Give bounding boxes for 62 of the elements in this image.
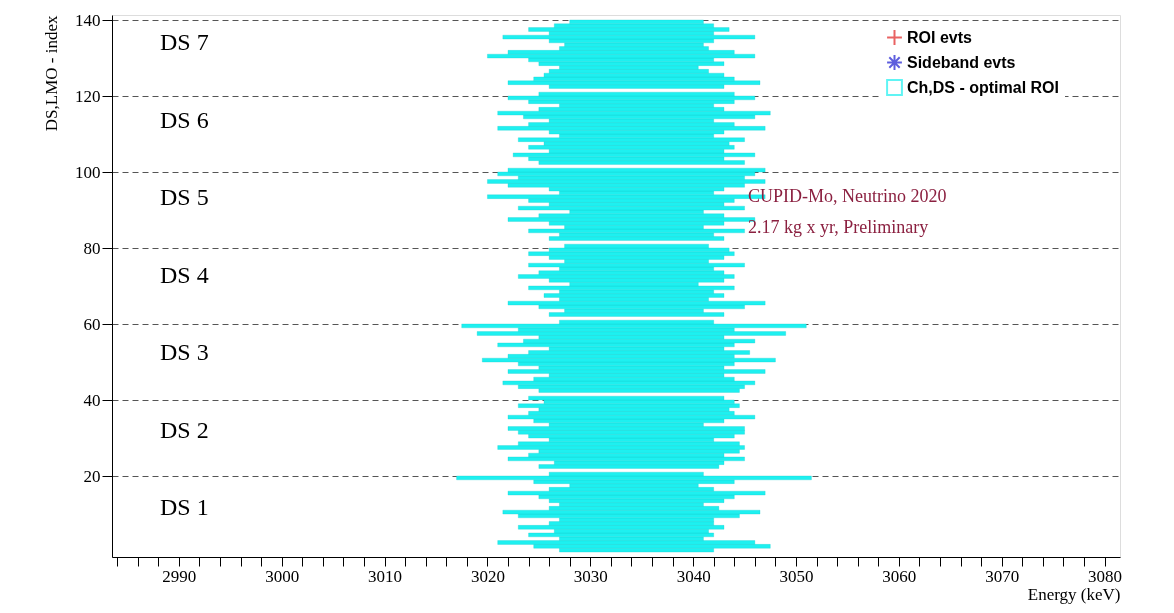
legend-label: ROI evts — [907, 28, 973, 46]
bar — [482, 358, 776, 363]
bar — [528, 145, 735, 150]
bar — [487, 54, 756, 59]
y-tick-label: 120 — [75, 86, 101, 106]
annotation: DS 2 — [160, 416, 209, 443]
bar — [548, 312, 725, 317]
x-tick-label: 3000 — [265, 566, 300, 586]
y-tick-label: 40 — [83, 390, 101, 410]
bar — [507, 369, 766, 374]
y-tick-label: 140 — [75, 10, 101, 30]
y-tick-label: 100 — [75, 162, 101, 182]
annotation: DS 7 — [160, 29, 209, 55]
bar — [502, 35, 756, 40]
bar — [528, 285, 735, 290]
x-tick-label: 3060 — [882, 566, 917, 586]
bar — [502, 510, 761, 515]
bar — [507, 217, 756, 222]
bar — [487, 179, 766, 184]
bar — [528, 263, 745, 268]
bar — [528, 251, 735, 256]
bar — [518, 403, 740, 408]
x-tick-label: 3080 — [1088, 566, 1123, 586]
y-axis-title: DS,LMO - index — [42, 15, 61, 132]
annotation: DS 6 — [160, 106, 209, 133]
bar — [497, 126, 766, 131]
bar — [518, 274, 735, 279]
annotation: DS 4 — [160, 261, 209, 288]
x-tick-label: 3040 — [676, 566, 711, 586]
bar — [518, 137, 745, 142]
annotation: DS 1 — [160, 494, 209, 520]
x-axis-title: Energy (keV) — [1027, 584, 1121, 604]
bar — [518, 206, 745, 211]
x-tick-label: 3020 — [470, 566, 505, 586]
bar — [528, 27, 730, 32]
legend-label: Sideband evts — [907, 53, 1016, 71]
annotation: CUPID-Mo, Neutrino 2020 — [748, 186, 947, 206]
bar — [507, 80, 761, 85]
x-tick-label: 3070 — [985, 566, 1020, 586]
x-tick-label: 3030 — [573, 566, 608, 586]
bar — [497, 111, 771, 116]
bar — [456, 475, 812, 480]
y-tick-label: 20 — [83, 466, 101, 486]
annotation: 2.17 kg x yr, Preliminary — [748, 217, 929, 237]
annotation: DS 5 — [160, 184, 209, 210]
x-tick-label: 2990 — [162, 566, 197, 586]
bar — [497, 445, 745, 450]
bar — [518, 525, 725, 530]
x-tick-label: 3050 — [779, 566, 814, 586]
legend-label: Ch,DS - optimal ROI — [907, 78, 1059, 96]
bar — [476, 331, 786, 336]
bar — [461, 323, 807, 328]
bar — [507, 301, 766, 306]
bar — [543, 293, 725, 298]
bar — [548, 236, 725, 241]
bar — [507, 415, 756, 420]
x-tick-label: 3010 — [368, 566, 403, 586]
y-tick-label: 80 — [83, 238, 101, 258]
bar — [507, 426, 745, 431]
bar — [507, 491, 766, 496]
annotation: DS 3 — [160, 339, 209, 365]
y-tick-label: 60 — [83, 314, 101, 334]
